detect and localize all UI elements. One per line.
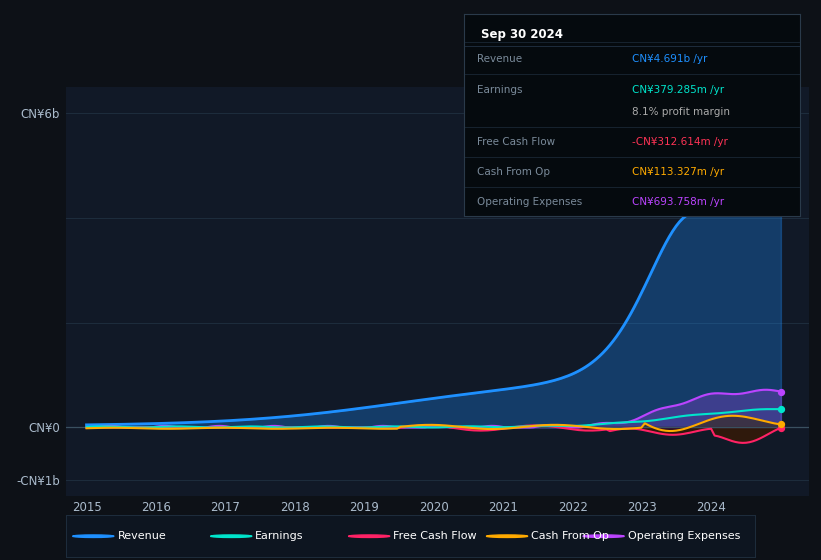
Text: Cash From Op: Cash From Op xyxy=(531,531,609,541)
Point xyxy=(774,133,787,142)
Circle shape xyxy=(348,535,390,538)
Text: Free Cash Flow: Free Cash Flow xyxy=(393,531,477,541)
Text: 8.1% profit margin: 8.1% profit margin xyxy=(632,107,730,116)
Text: CN¥4.691b /yr: CN¥4.691b /yr xyxy=(632,54,708,64)
Text: Sep 30 2024: Sep 30 2024 xyxy=(481,28,562,41)
Text: CN¥379.285m /yr: CN¥379.285m /yr xyxy=(632,85,724,95)
Point xyxy=(774,423,787,432)
Text: Cash From Op: Cash From Op xyxy=(477,167,550,177)
Circle shape xyxy=(486,535,528,538)
Text: Free Cash Flow: Free Cash Flow xyxy=(477,137,556,147)
Text: CN¥113.327m /yr: CN¥113.327m /yr xyxy=(632,167,724,177)
Point xyxy=(774,387,787,396)
Point xyxy=(774,405,787,414)
Text: CN¥693.758m /yr: CN¥693.758m /yr xyxy=(632,198,724,207)
Text: Revenue: Revenue xyxy=(477,54,522,64)
Text: Operating Expenses: Operating Expenses xyxy=(477,198,583,207)
Circle shape xyxy=(210,535,252,538)
Text: Earnings: Earnings xyxy=(255,531,304,541)
Circle shape xyxy=(72,535,114,538)
Circle shape xyxy=(583,535,624,538)
Text: Earnings: Earnings xyxy=(477,85,523,95)
Text: Operating Expenses: Operating Expenses xyxy=(628,531,740,541)
Point xyxy=(774,420,787,429)
Text: -CN¥312.614m /yr: -CN¥312.614m /yr xyxy=(632,137,728,147)
Text: Revenue: Revenue xyxy=(117,531,166,541)
